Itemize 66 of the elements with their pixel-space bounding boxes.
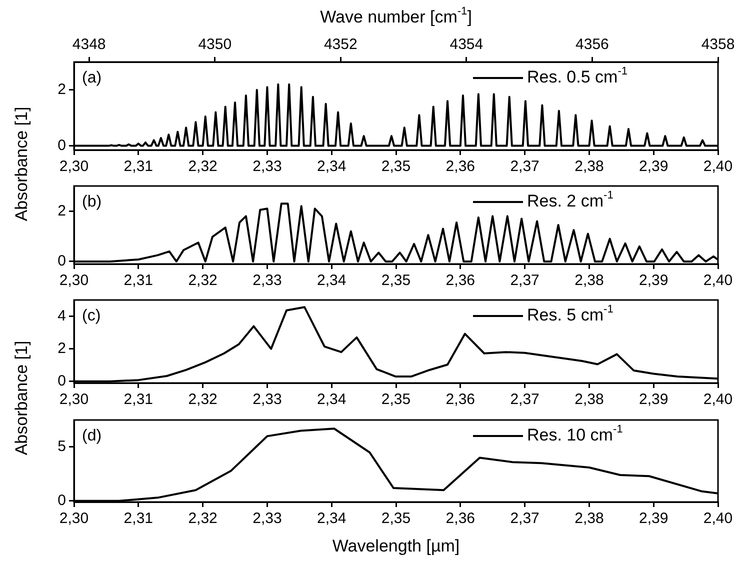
x-tick-label: 2,40 (703, 391, 733, 408)
x2-tick-label: 4354 (450, 36, 484, 54)
x-tick-label: 2,31 (124, 272, 153, 290)
x-tick-label: 2,38 (574, 391, 604, 408)
x-tick-label: 2,35 (381, 158, 411, 176)
x-tick-label: 2,39 (639, 391, 668, 408)
x-tick-label: 2,37 (510, 391, 540, 408)
x-tick-label: 2,38 (574, 158, 604, 176)
x-tick-label: 2,32 (188, 510, 218, 528)
x2-tick-label: 4352 (324, 36, 358, 54)
x-tick-label: 2,35 (381, 510, 411, 528)
y-tick-label: 4 (58, 307, 66, 324)
x-tick-label: 2,36 (446, 391, 475, 408)
x-tick-label: 2,32 (188, 391, 218, 408)
y-axis-title: Absorbance [1] (12, 340, 32, 456)
y-tick-label: 0 (58, 136, 66, 154)
annotation: (a) (82, 69, 102, 86)
x-tick-label: 2,34 (317, 272, 346, 290)
y-tick-label: 0 (58, 372, 66, 390)
x2-tick-label: 4356 (576, 36, 609, 54)
y-tick-label: 2 (58, 81, 66, 98)
x-tick-label: 2,32 (188, 158, 218, 176)
x-tick-label: 2,34 (317, 158, 346, 176)
x-tick-label: 2,37 (510, 158, 540, 176)
x-tick-label: 2,40 (703, 272, 733, 290)
x-tick-label: 2,31 (124, 391, 153, 408)
y-axis-title: Absorbance [1] (12, 106, 32, 222)
x-tick-label: 2,40 (703, 510, 733, 528)
x-tick-label: 2,37 (510, 272, 540, 290)
x-tick-label: 2,30 (59, 391, 89, 408)
annotation: (c) (82, 307, 101, 324)
x-tick-label: 2,40 (703, 158, 733, 176)
x2-tick-label: 4350 (198, 36, 232, 54)
annotation: (b) (82, 193, 102, 210)
annotation: (d) (82, 427, 102, 444)
x-axis-title: Wavelength [µm] (332, 536, 460, 556)
x-tick-label: 2,30 (59, 510, 89, 528)
x-tick-label: 2,39 (639, 272, 668, 290)
y-tick-label: 2 (58, 202, 66, 220)
x2-tick-label: 4348 (72, 36, 106, 54)
x-tick-label: 2,36 (446, 510, 475, 528)
x-tick-label: 2,36 (446, 158, 475, 176)
x-tick-label: 2,36 (446, 272, 475, 290)
y-tick-label: 0 (58, 492, 66, 510)
x-tick-label: 2,30 (59, 272, 89, 290)
x-tick-label: 2,34 (317, 391, 346, 408)
x-tick-label: 2,34 (317, 510, 346, 528)
x-tick-label: 2,38 (574, 510, 604, 528)
y-tick-label: 5 (58, 438, 66, 456)
x-tick-label: 2,39 (639, 510, 668, 528)
y-tick-label: 0 (58, 252, 66, 270)
x-tick-label: 2,33 (252, 272, 282, 290)
x-tick-label: 2,35 (381, 272, 411, 290)
x-tick-label: 2,37 (510, 510, 540, 528)
x-tick-label: 2,31 (124, 510, 153, 528)
x-tick-label: 2,31 (124, 158, 153, 176)
y-tick-label: 2 (58, 340, 66, 357)
x-tick-label: 2,38 (574, 272, 604, 290)
x-tick-label: 2,39 (639, 158, 668, 176)
x-tick-label: 2,33 (252, 158, 282, 176)
x-tick-label: 2,32 (188, 272, 218, 290)
x-tick-label: 2,33 (252, 510, 282, 528)
x-tick-label: 2,35 (381, 391, 411, 408)
x-tick-label: 2,30 (59, 158, 89, 176)
x2-tick-label: 4358 (701, 36, 735, 54)
x-tick-label: 2,33 (252, 391, 282, 408)
